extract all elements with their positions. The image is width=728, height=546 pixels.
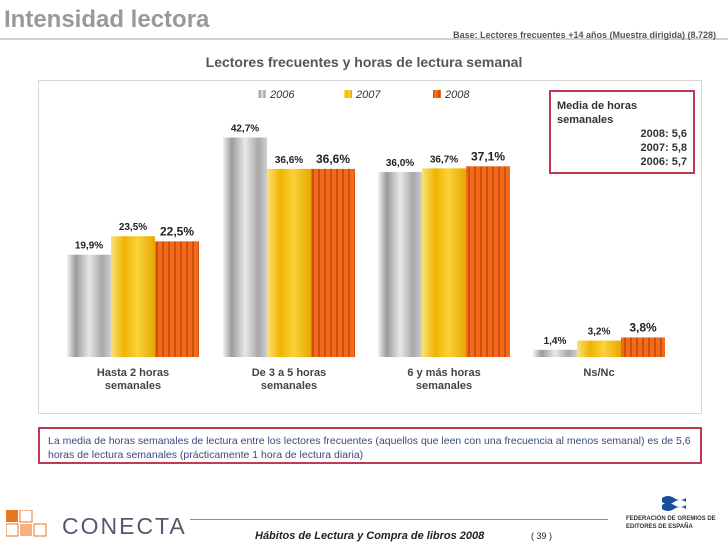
conecta-brand: CONECTA (62, 513, 187, 539)
chart-title: Lectores frecuentes y horas de lectura s… (205, 54, 523, 70)
bar-2008-2 (311, 168, 355, 357)
category-label-2: De 3 a 5 horas semanales (252, 367, 327, 392)
bar-label-2008-3: 37,1% (471, 149, 505, 163)
page-title: Intensidad lectora (4, 6, 210, 33)
legend-label-2008: 2008 (444, 89, 470, 101)
footer-title: Hábitos de Lectura y Compra de libros 20… (255, 530, 485, 542)
bar-2006-3 (378, 171, 422, 357)
average-2007: 2007: 5,8 (640, 142, 687, 154)
title-divider (0, 38, 728, 40)
average-hours-title: Media de horas semanales (557, 100, 638, 126)
federation-logo-icon (662, 496, 686, 511)
bar-label-2007-2: 36,6% (275, 155, 303, 166)
legend-swatch-2008 (433, 90, 441, 98)
bar-label-2007-1: 23,5% (119, 222, 147, 233)
summary-note: La media de horas semanales de lectura e… (38, 427, 702, 464)
bar-2008-4 (621, 337, 665, 357)
bar-2006-2 (223, 137, 267, 357)
legend-swatch-2006 (258, 90, 266, 98)
bar-2007-3 (422, 168, 466, 357)
bar-2006-1 (67, 254, 111, 357)
bar-2008-1 (155, 241, 199, 357)
category-label-4: Ns/Nc (583, 367, 614, 379)
federation-name: FEDERACIÓN DE GREMIOS DE EDITORES DE ESP… (626, 516, 716, 530)
bar-label-2008-1: 22,5% (160, 224, 194, 238)
category-label-1: Hasta 2 horas semanales (97, 367, 169, 392)
bar-label-2007-4: 3,2% (588, 327, 611, 338)
average-2008: 2008: 5,6 (640, 128, 687, 140)
bar-2007-1 (111, 236, 155, 357)
bar-label-2008-4: 3,8% (629, 320, 657, 334)
average-2006: 2006: 5,7 (640, 156, 687, 168)
category-label-3: 6 y más horas semanales (407, 367, 480, 392)
page-number: ( 39 ) (531, 531, 553, 541)
legend-label-2006: 2006 (269, 89, 295, 101)
footer-divider (190, 519, 608, 520)
sample-base: Base: Lectores frecuentes +14 años (Mues… (453, 30, 716, 40)
bar-2007-2 (267, 168, 311, 357)
legend-label-2007: 2007 (355, 89, 381, 101)
bar-2006-4 (533, 349, 577, 357)
bar-label-2006-2: 42,7% (231, 124, 259, 135)
bar-2008-3 (466, 166, 510, 357)
bar-label-2006-4: 1,4% (544, 336, 567, 347)
average-hours-box: Media de horas semanales 2008: 5,6 2007:… (549, 90, 695, 174)
conecta-logo-icon (6, 510, 47, 537)
legend-swatch-2007 (344, 90, 352, 98)
bar-label-2006-1: 19,9% (75, 241, 103, 252)
bar-label-2006-3: 36,0% (386, 158, 414, 169)
bar-label-2008-2: 36,6% (316, 152, 350, 166)
bar-label-2007-3: 36,7% (430, 154, 458, 165)
bar-2007-4 (577, 340, 621, 357)
